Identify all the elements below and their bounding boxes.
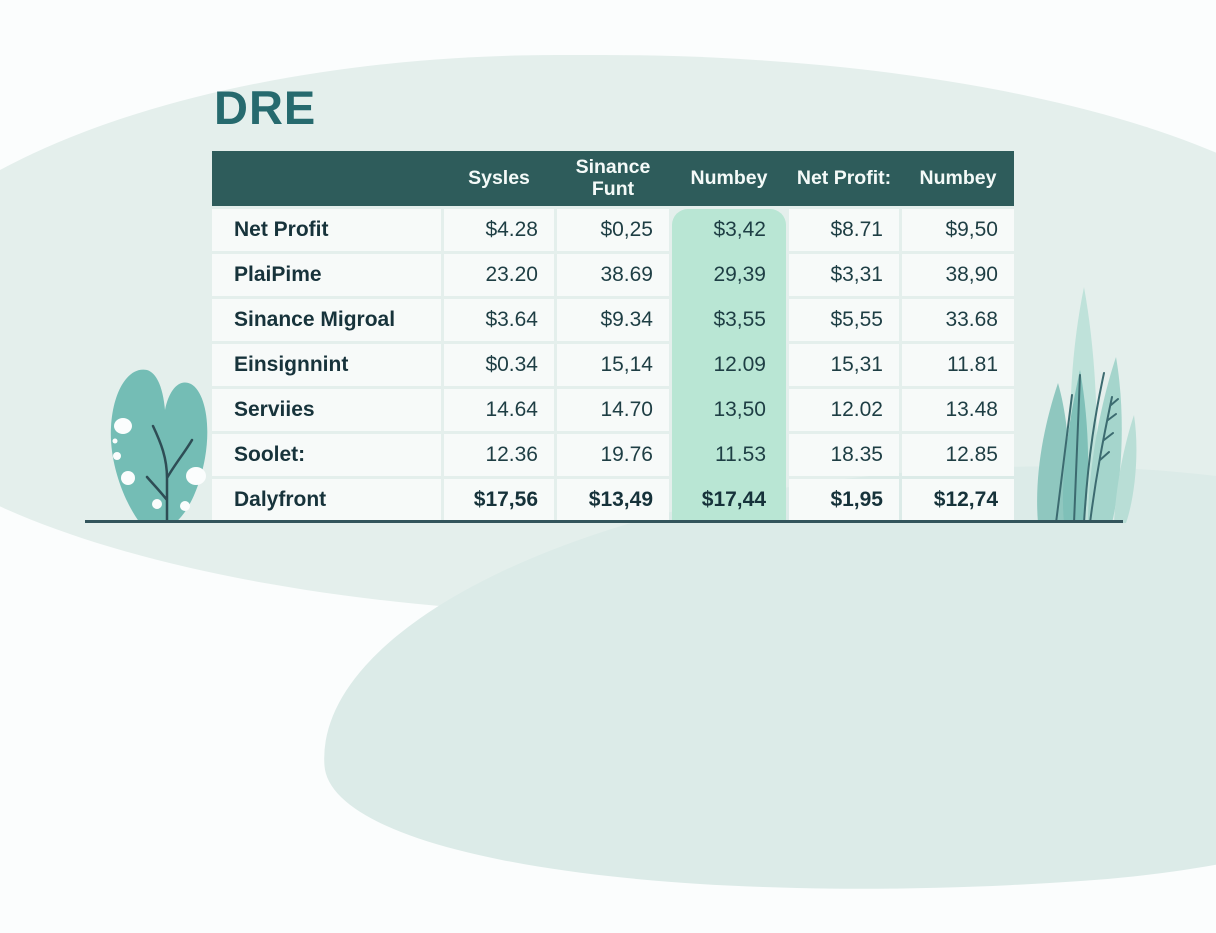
cell-value: 23.20: [444, 254, 554, 296]
row-label: Einsignnint: [212, 344, 441, 386]
cell-value-highlighted: 29,39: [713, 263, 766, 286]
financial-table: Sysles Sinance Funt Numbey Net Profit: N…: [212, 151, 1014, 521]
row-label: Net Profit: [212, 209, 441, 251]
cell-value: $0,25: [557, 209, 669, 251]
cell-value: $1,95: [789, 479, 899, 521]
cell-value: 12.85: [902, 434, 1014, 476]
cell-value: 12.36: [444, 434, 554, 476]
cell-value-highlighted: 13,50: [713, 398, 766, 421]
row-label: Sinance Migroal: [212, 299, 441, 341]
cell-value: 15,14: [557, 344, 669, 386]
cell-value: $3.64: [444, 299, 554, 341]
page-title: DRE: [214, 81, 317, 134]
cell-value: 14.70: [557, 389, 669, 431]
cell-value: 38,90: [902, 254, 1014, 296]
row-label: Soolet:: [212, 434, 441, 476]
grass-plant-icon: [1037, 287, 1137, 523]
row-label: PlaiPime: [212, 254, 441, 296]
cell-value: 38.69: [557, 254, 669, 296]
row-label: Serviies: [212, 389, 441, 431]
cell-value: 18.35: [789, 434, 899, 476]
bush-plant-icon: [110, 369, 208, 523]
row-label: Dalyfront: [212, 479, 441, 521]
cell-value: 15,31: [789, 344, 899, 386]
header-cell: Numbey: [672, 151, 786, 206]
cell-value-highlighted: 12.09: [713, 353, 766, 376]
cell-value: 13.48: [902, 389, 1014, 431]
cell-value: $3,31: [789, 254, 899, 296]
cell-value: 33.68: [902, 299, 1014, 341]
cell-value: 19.76: [557, 434, 669, 476]
cell-value: 12.02: [789, 389, 899, 431]
cell-value: $12,74: [902, 479, 1014, 521]
cell-value: 11.81: [902, 344, 1014, 386]
highlight-band: [672, 209, 786, 521]
cell-value-highlighted: $17,44: [701, 488, 766, 511]
header-cell: Sysles: [444, 151, 554, 206]
cell-value: $9.34: [557, 299, 669, 341]
cell-value-highlighted: $3,55: [713, 308, 766, 331]
cell-value: $4.28: [444, 209, 554, 251]
cell-value-highlighted: $3,42: [713, 218, 766, 241]
ground-line: [85, 520, 1123, 523]
header-cell: Numbey: [902, 151, 1014, 206]
cell-value: 14.64: [444, 389, 554, 431]
cell-value: $0.34: [444, 344, 554, 386]
cell-value: $9,50: [902, 209, 1014, 251]
cell-value: $5,55: [789, 299, 899, 341]
cell-value: $17,56: [444, 479, 554, 521]
header-cell: Net Profit:: [789, 151, 899, 206]
cell-value: $8.71: [789, 209, 899, 251]
cell-value-highlighted: 11.53: [715, 443, 766, 466]
table-header: Sysles Sinance Funt Numbey Net Profit: N…: [212, 151, 1014, 206]
header-cell: Sinance Funt: [557, 151, 669, 206]
table-body: Net Profit $4.28 $0,25 $3,42 $8.71 $9,50…: [212, 209, 1014, 521]
cell-value: $13,49: [557, 479, 669, 521]
header-cell-empty: [212, 151, 441, 206]
